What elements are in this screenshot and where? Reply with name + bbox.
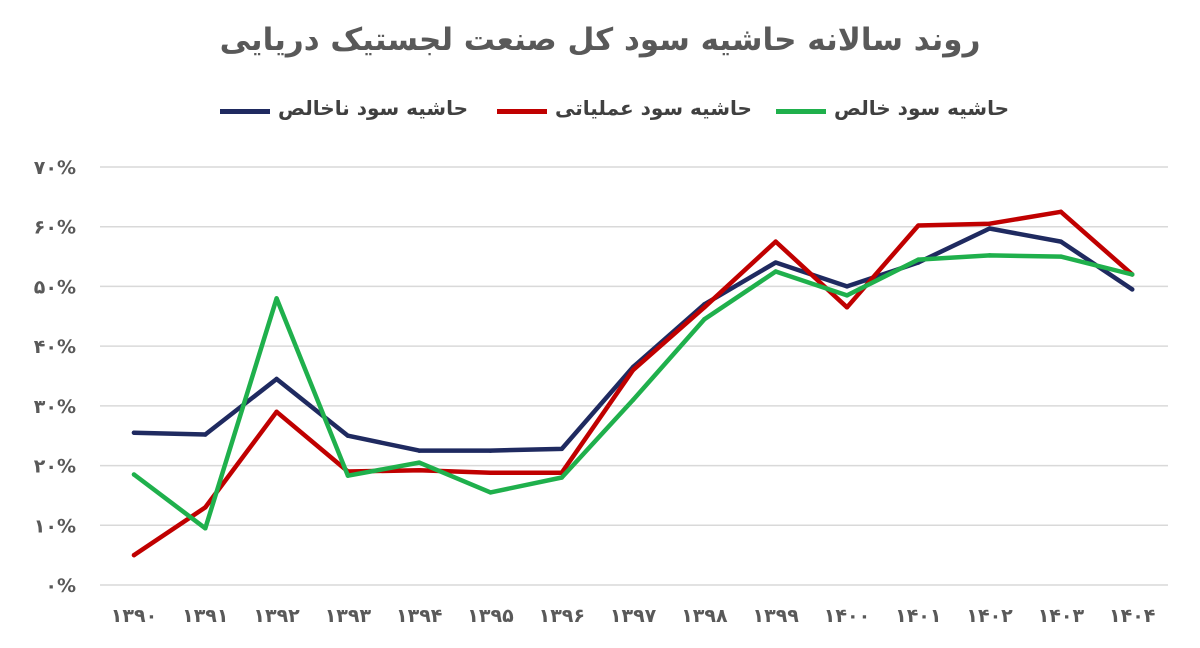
data-point-operating-margin — [274, 409, 279, 415]
y-tick-label: ۴۰% — [34, 336, 76, 358]
x-tick-label: ۱۴۰۴ — [1109, 605, 1155, 627]
y-tick-label: ۵۰% — [34, 276, 76, 298]
data-point-net-margin — [987, 253, 992, 258]
data-point-operating-margin — [987, 221, 992, 226]
data-point-gross-margin — [1130, 287, 1135, 292]
data-point-net-margin — [203, 526, 208, 531]
y-tick-label: ۱۰% — [34, 515, 76, 537]
legend-swatch-net-margin — [776, 109, 826, 114]
legend-swatch-gross-margin — [220, 109, 270, 114]
y-tick-label: ۷۰% — [34, 157, 76, 179]
data-point-gross-margin — [203, 432, 208, 437]
data-point-net-margin — [773, 269, 778, 274]
x-tick-label: ۱۳۹۶ — [539, 605, 585, 627]
data-point-gross-margin — [488, 448, 493, 453]
data-point-operating-margin — [844, 305, 850, 310]
data-point-net-margin — [1058, 254, 1064, 259]
y-tick-label: ۶۰% — [34, 217, 76, 239]
x-tick-label: ۱۳۹۴ — [396, 605, 442, 627]
series-line-net-margin — [131, 253, 1135, 531]
x-tick-label: ۱۴۰۲ — [966, 605, 1013, 627]
data-point-operating-margin — [417, 468, 422, 473]
data-point-gross-margin — [131, 430, 137, 435]
data-point-net-margin — [702, 317, 707, 322]
data-point-net-margin — [916, 257, 921, 262]
x-tick-label: ۱۳۹۸ — [681, 605, 728, 627]
data-point-operating-margin — [203, 505, 208, 510]
legend-label-gross-margin: حاشیه سود ناخالص — [278, 96, 469, 120]
data-point-operating-margin — [630, 367, 636, 373]
data-point-gross-margin — [1058, 239, 1064, 244]
x-tick-label: ۱۳۹۷ — [610, 605, 657, 627]
y-tick-label: ۳۰% — [34, 396, 76, 418]
x-tick-label: ۱۳۹۰ — [111, 605, 157, 627]
data-point-gross-margin — [987, 226, 992, 231]
x-tick-label: ۱۴۰۳ — [1038, 605, 1085, 627]
data-point-operating-margin — [702, 305, 707, 310]
data-point-net-margin — [488, 490, 493, 495]
x-tick-label: ۱۳۹۱ — [182, 605, 228, 627]
data-point-operating-margin — [916, 223, 921, 228]
data-point-net-margin — [345, 473, 351, 478]
y-tick-label: ۰% — [45, 575, 76, 597]
data-point-gross-margin — [773, 260, 778, 265]
legend-swatch-operating-margin — [497, 109, 547, 114]
data-point-gross-margin — [417, 448, 422, 453]
legend-item-gross-margin: حاشیه سود ناخالص — [220, 96, 468, 124]
data-point-net-margin — [630, 397, 636, 403]
data-point-operating-margin — [773, 239, 778, 244]
data-point-operating-margin — [488, 470, 493, 475]
data-point-operating-margin — [131, 552, 137, 558]
data-point-net-margin — [844, 293, 850, 298]
x-tick-label: ۱۳۹۲ — [253, 605, 300, 627]
data-point-net-margin — [417, 460, 422, 465]
x-tick-label: ۱۳۹۹ — [753, 605, 800, 627]
x-tick-label: ۱۴۰۰ — [824, 605, 870, 627]
legend-label-net-margin: حاشیه سود خالص — [834, 96, 1009, 120]
data-point-gross-margin — [844, 284, 850, 289]
data-point-net-margin — [1130, 272, 1135, 277]
data-point-net-margin — [131, 472, 137, 477]
x-tick-label: ۱۳۹۳ — [325, 605, 372, 627]
legend-item-operating-margin: حاشیه سود عملیاتی — [497, 96, 752, 124]
data-point-gross-margin — [274, 376, 279, 382]
legend-label-operating-margin: حاشیه سود عملیاتی — [555, 96, 752, 120]
chart-title: روند سالانه حاشیه سود کل صنعت لجستیک دری… — [219, 22, 981, 58]
y-tick-label: ۲۰% — [34, 456, 76, 478]
data-point-gross-margin — [559, 446, 564, 452]
x-tick-label: ۱۳۹۵ — [467, 605, 514, 627]
data-point-gross-margin — [345, 433, 351, 438]
x-tick-label: ۱۴۰۱ — [895, 605, 941, 627]
legend-item-net-margin: حاشیه سود خالص — [776, 96, 1009, 124]
data-point-net-margin — [559, 475, 564, 480]
data-point-net-margin — [274, 296, 279, 301]
data-point-operating-margin — [1058, 209, 1064, 214]
